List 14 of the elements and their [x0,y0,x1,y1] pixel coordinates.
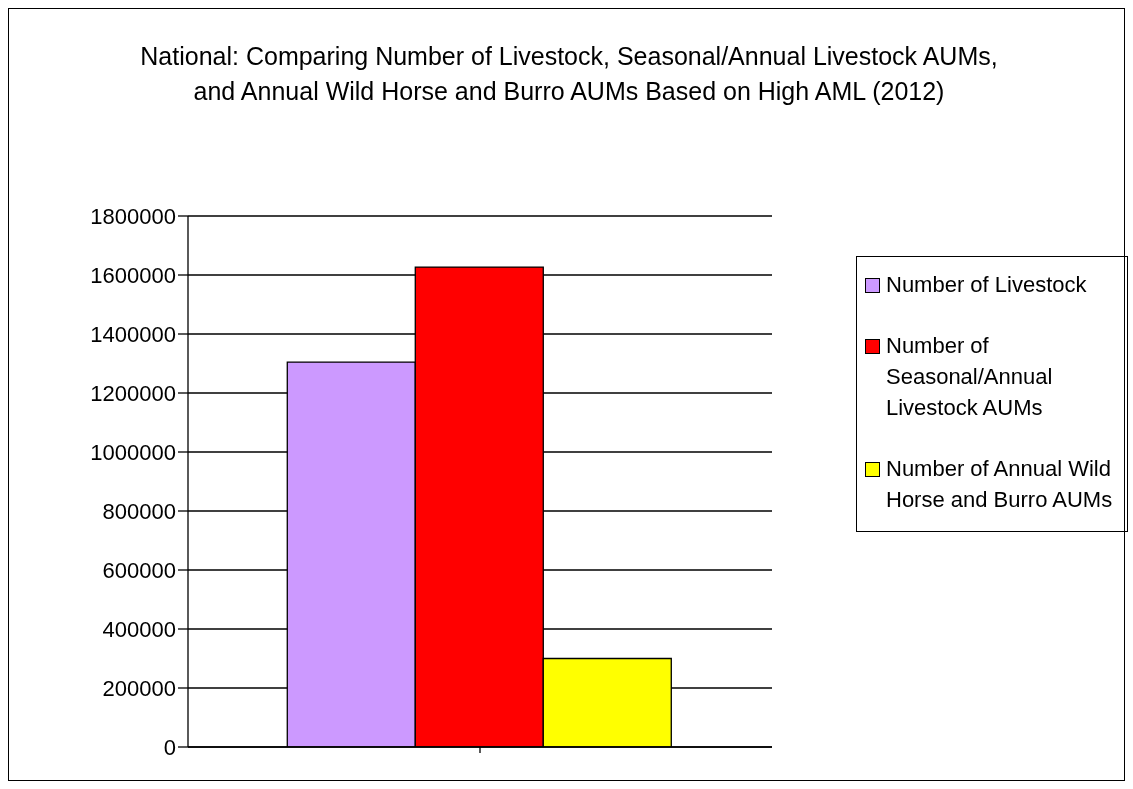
y-tick-label: 400000 [102,616,176,642]
y-tick-label: 1600000 [90,262,176,288]
y-tick-label: 1200000 [90,380,176,406]
y-tick-label: 0 [163,734,176,760]
y-tick-label: 1400000 [90,321,176,347]
y-tick-label: 200000 [102,675,176,701]
y-tick-label: 600000 [102,557,176,583]
legend-label: Number of Seasonal/Annual Livestock AUMs [886,332,1054,422]
y-tick-label: 1000000 [90,439,176,465]
chart-title: National: Comparing Number of Livestock, Seasonal/Annual Livestock AUMs, and Annual Wild Horse and Burro AUMs Based on High AML (2012) [139,41,999,107]
y-tick-label: 800000 [102,498,176,524]
legend-label: Number of Livestock [886,271,1088,299]
legend-label: Number of Annual Wild Horse and Burro AUMs [886,455,1114,514]
y-tick-label: 1800000 [90,203,176,229]
